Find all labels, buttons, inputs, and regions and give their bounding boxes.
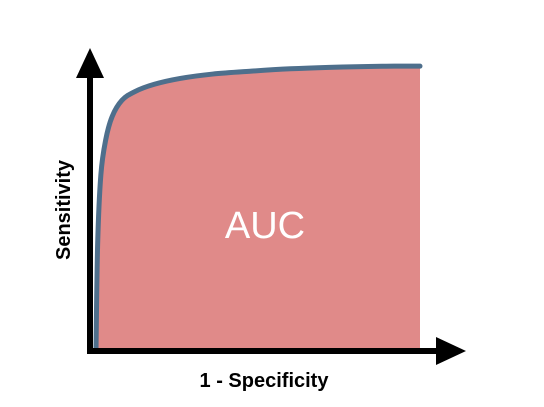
auc-label: AUC [225,205,305,247]
plot-area [93,63,423,353]
roc-curve [93,63,423,353]
y-axis-label: Sensitivity [53,159,75,260]
x-axis-label: 1 - Specificity [200,370,330,392]
x-axis-arrow-icon [436,337,466,365]
y-axis-arrow-icon [76,48,104,78]
axes [76,48,466,365]
auc-area [96,66,420,350]
